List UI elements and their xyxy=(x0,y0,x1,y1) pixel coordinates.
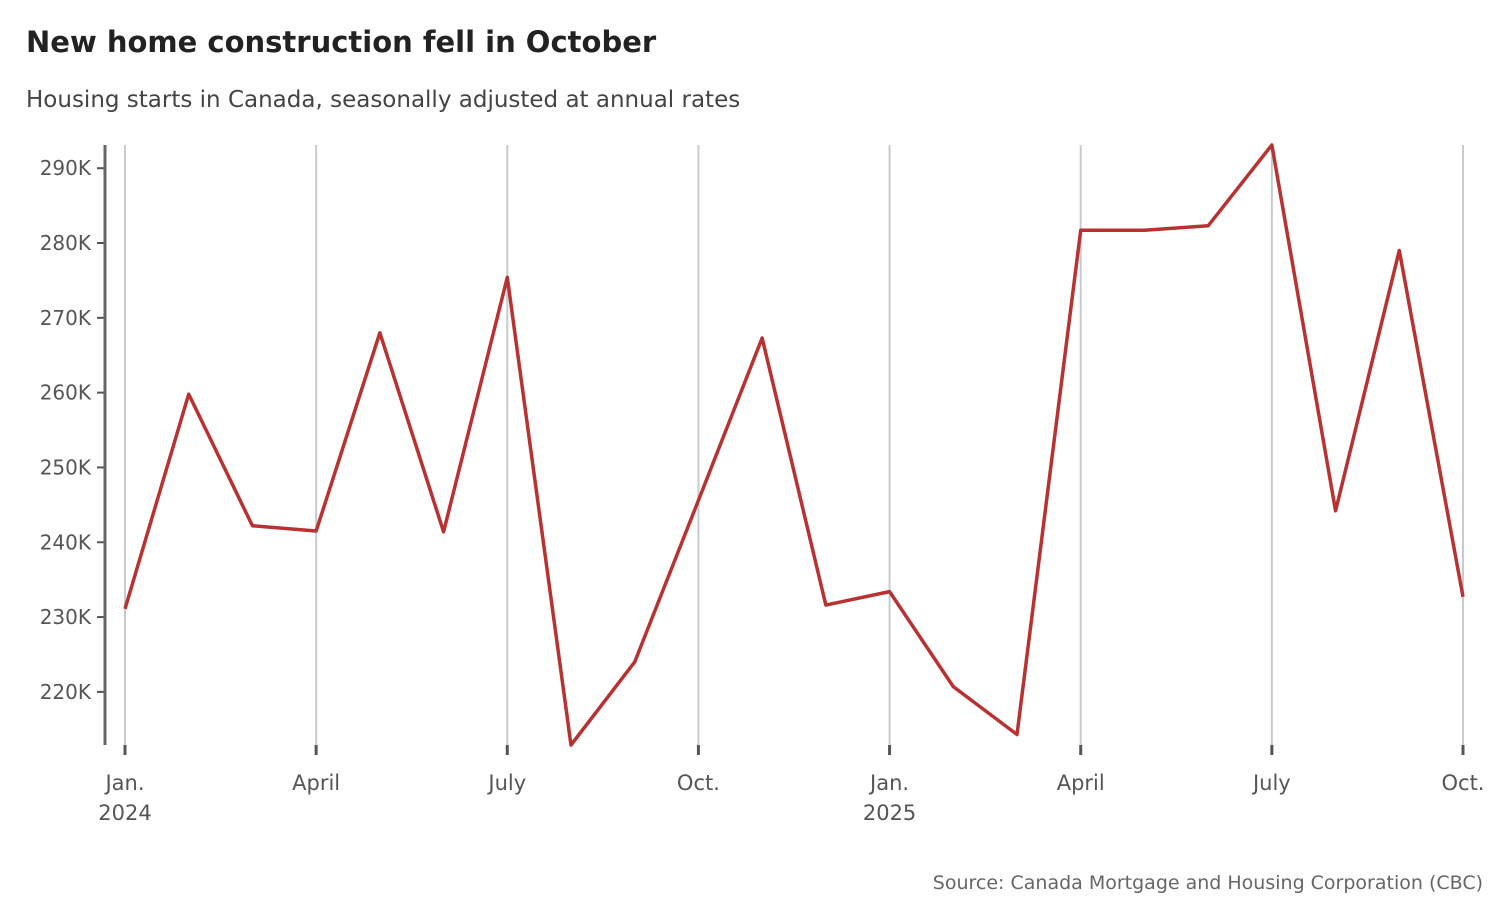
x-tick-label: Oct. xyxy=(677,771,720,795)
x-tick-label: Jan. 2025 xyxy=(863,771,916,825)
data-line xyxy=(123,143,1465,747)
y-tick-label: 290K xyxy=(40,156,92,180)
y-tick-label: 260K xyxy=(40,381,92,405)
y-tick-label: 220K xyxy=(40,680,92,704)
chart-title: New home construction fell in October xyxy=(26,25,657,59)
x-tick-label: Jan. 2024 xyxy=(98,771,151,825)
source-note: Source: Canada Mortgage and Housing Corp… xyxy=(933,872,1483,894)
y-tick-label: 270K xyxy=(40,306,92,330)
chart-subtitle: Housing starts in Canada, seasonally adj… xyxy=(26,87,740,113)
x-tick-label: July xyxy=(486,771,526,795)
y-tick-label: 230K xyxy=(40,605,92,629)
x-tick-label: April xyxy=(1057,771,1105,795)
x-tick-label: April xyxy=(292,771,340,795)
y-tick-label: 250K xyxy=(40,455,92,479)
y-tick-label: 280K xyxy=(40,231,92,255)
x-tick-label: Oct. xyxy=(1442,771,1485,795)
y-tick-label: 240K xyxy=(40,530,92,554)
x-tick-label: July xyxy=(1251,771,1291,795)
